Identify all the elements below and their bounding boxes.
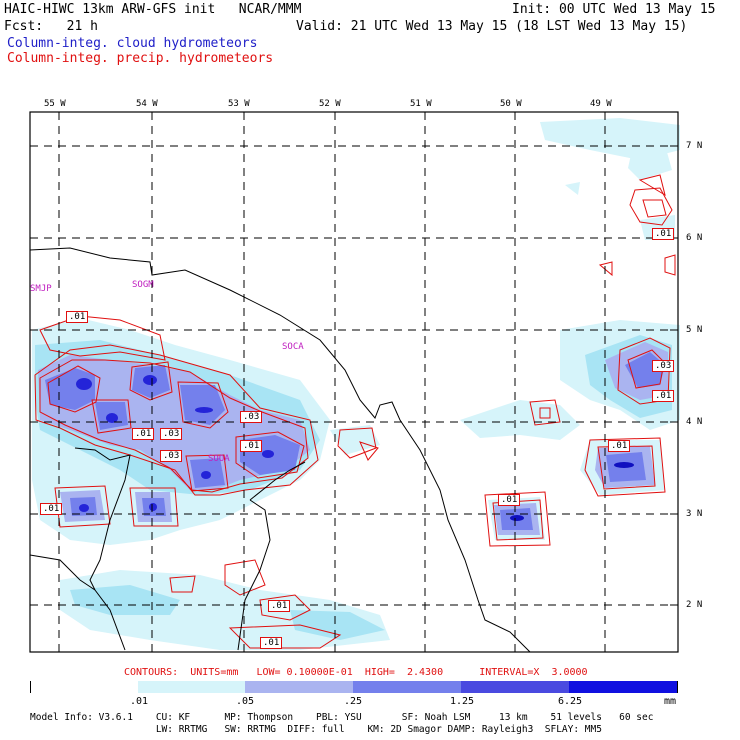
contour-label: .01 xyxy=(652,390,675,402)
colorbar-units: mm xyxy=(664,696,677,707)
colorbar-bin xyxy=(569,681,677,693)
station-label: SOGM xyxy=(132,280,154,290)
precip-contours xyxy=(34,174,676,649)
lon-label: 54 W xyxy=(136,99,158,109)
contour-label: .03 xyxy=(652,360,675,372)
contour-info: CONTOURS: UNITS=mm LOW= 0.10000E-01 HIGH… xyxy=(124,667,588,678)
station-label: SOCA xyxy=(282,342,304,352)
init-time: Init: 00 UTC Wed 13 May 15 xyxy=(512,2,716,17)
contour-label: .03 xyxy=(240,411,263,423)
lon-label: 50 W xyxy=(500,99,522,109)
lat-label: 7 N xyxy=(686,141,703,151)
lat-label: 5 N xyxy=(686,325,703,335)
contour-label: .01 xyxy=(132,428,155,440)
colorbar-bin xyxy=(31,681,138,693)
model-info-line1: Model Info: V3.6.1 CU: KF MP: Thompson P… xyxy=(30,712,654,723)
lon-label: 53 W xyxy=(228,99,250,109)
station-label: SOOA xyxy=(208,454,230,464)
colorbar-bin xyxy=(138,681,245,693)
contour-label: .01 xyxy=(66,311,89,323)
cloud-cores xyxy=(76,375,634,521)
legend-cloud: Column-integ. cloud hydrometeors xyxy=(7,36,258,51)
colorbar-bin xyxy=(245,681,353,693)
contour-label: .01 xyxy=(240,440,263,452)
contour-label: .03 xyxy=(160,450,183,462)
model-info-line2: LW: RRTMG SW: RRTMG DIFF: full KM: 2D Sm… xyxy=(30,724,602,735)
lat-label: 6 N xyxy=(686,233,703,243)
forecast-hour: Fcst: 21 h xyxy=(4,19,98,34)
map-frame xyxy=(29,111,679,653)
legend-precip: Column-integ. precip. hydrometeors xyxy=(7,51,274,66)
lon-label: 55 W xyxy=(44,99,66,109)
lon-label: 51 W xyxy=(410,99,432,109)
lat-label: 2 N xyxy=(686,600,703,610)
colorbar-label: 6.25 xyxy=(558,696,583,707)
lat-lon-grid xyxy=(30,112,678,652)
lon-label: 49 W xyxy=(590,99,612,109)
colorbar-label: .01 xyxy=(130,696,149,707)
cloud-shading xyxy=(32,118,680,650)
map-title: HAIC-HIWC 13km ARW-GFS init NCAR/MMM xyxy=(4,2,302,17)
contour-label: .03 xyxy=(160,428,183,440)
colorbar-bin xyxy=(353,681,461,693)
valid-time: Valid: 21 UTC Wed 13 May 15 (18 LST Wed … xyxy=(296,19,688,34)
station-label: SMJP xyxy=(30,284,52,294)
colorbar-label: 1.25 xyxy=(450,696,475,707)
contour-label: .01 xyxy=(498,494,521,506)
contour-label: .01 xyxy=(260,637,283,649)
contour-label: .01 xyxy=(40,503,63,515)
lon-label: 52 W xyxy=(319,99,341,109)
contour-label: .01 xyxy=(652,228,675,240)
colorbar-label: .25 xyxy=(344,696,363,707)
colorbar-bin xyxy=(461,681,569,693)
contour-label: .01 xyxy=(608,440,631,452)
lat-label: 4 N xyxy=(686,417,703,427)
lat-label: 3 N xyxy=(686,509,703,519)
colorbar-label: .05 xyxy=(236,696,255,707)
contour-label: .01 xyxy=(268,600,291,612)
